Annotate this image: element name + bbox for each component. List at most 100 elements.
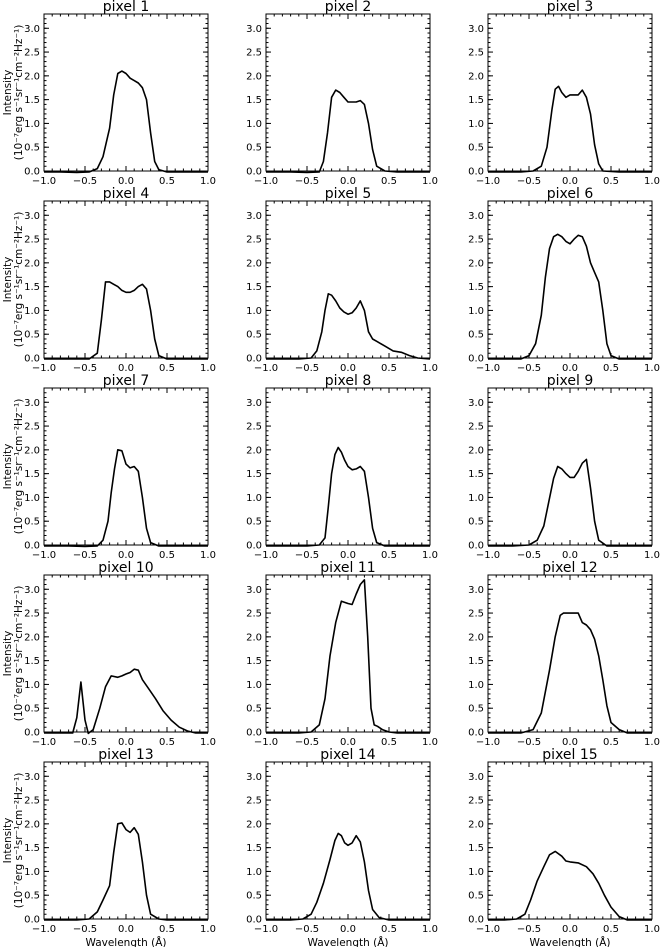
y-tick-label: 2.0 xyxy=(246,632,262,643)
x-tick-label: −1.0 xyxy=(254,363,278,374)
x-tick-label: −0.5 xyxy=(517,924,541,935)
y-tick-label: 3.0 xyxy=(468,24,484,35)
y-axis-label: Intensity xyxy=(2,70,14,116)
panel-6: pixel 6 −1.0 −0.5 0.0 0.5 1.0 0.0 0.5 1.0 1.5 2.0 2… xyxy=(468,186,660,374)
y-tick-label: 0.0 xyxy=(246,728,262,739)
panel-title: pixel 5 xyxy=(325,186,372,202)
x-tick-label: 0.5 xyxy=(603,737,619,748)
x-tick-label: 0.0 xyxy=(562,737,578,748)
y-tick-label: 1.0 xyxy=(246,493,262,504)
x-tick-label: 0.0 xyxy=(340,737,356,748)
x-tick-label: −1.0 xyxy=(476,363,500,374)
x-tick-label: 0.0 xyxy=(118,363,134,374)
y-tick-label: 3.0 xyxy=(24,772,40,783)
x-tick-label: −0.5 xyxy=(295,176,319,187)
y-tick-label: 1.0 xyxy=(246,306,262,317)
x-tick-label: 0.0 xyxy=(118,924,134,935)
y-tick-label: 2.5 xyxy=(468,609,484,620)
y-tick-label: 2.5 xyxy=(24,422,40,433)
y-tick-label: 1.0 xyxy=(468,680,484,691)
x-tick-label: −0.5 xyxy=(517,176,541,187)
y-tick-label: 0.0 xyxy=(24,728,40,739)
panel-1: pixel 1 −1.0 −0.5 0.0 0.5 1.0 0.0 0.5 1.0 1.5 2.0 2… xyxy=(2,0,216,187)
panel-title: pixel 2 xyxy=(325,0,372,15)
x-tick-label: 0.5 xyxy=(381,924,397,935)
y-tick-label: 3.0 xyxy=(468,772,484,783)
y-tick-label: 1.5 xyxy=(468,656,484,667)
panel-5: pixel 5 −1.0 −0.5 0.0 0.5 1.0 0.0 0.5 1.0 1.5 2.0 2… xyxy=(246,186,438,374)
x-tick-label: 0.5 xyxy=(381,176,397,187)
panel-title: pixel 11 xyxy=(320,560,375,576)
x-tick-label: −0.5 xyxy=(295,363,319,374)
y-tick-label: 1.5 xyxy=(24,282,40,293)
x-tick-label: 1.0 xyxy=(644,737,660,748)
x-tick-label: 1.0 xyxy=(644,176,660,187)
x-axis-label: Wavelength (Å) xyxy=(307,936,388,947)
y-tick-label: 2.0 xyxy=(246,71,262,82)
y-tick-label: 3.0 xyxy=(246,772,262,783)
panel-title: pixel 9 xyxy=(547,373,594,389)
y-tick-label: 2.5 xyxy=(468,48,484,59)
y-tick-label: 1.0 xyxy=(246,680,262,691)
plot-frame xyxy=(43,761,209,920)
panel-title: pixel 1 xyxy=(103,0,150,15)
x-tick-label: 0.5 xyxy=(603,176,619,187)
y-tick-label: 0.0 xyxy=(246,915,262,926)
x-tick-label: −0.5 xyxy=(295,550,319,561)
y-tick-label: 2.0 xyxy=(246,819,262,830)
panel-title: pixel 14 xyxy=(320,747,375,763)
y-tick-label: 1.5 xyxy=(24,843,40,854)
x-tick-label: 1.0 xyxy=(644,550,660,561)
x-tick-label: 0.0 xyxy=(562,176,578,187)
y-tick-label: 1.0 xyxy=(24,493,40,504)
plot-frame xyxy=(487,13,653,172)
plot-frame xyxy=(265,13,431,172)
y-tick-label: 3.0 xyxy=(468,585,484,596)
panel-12: pixel 12 −1.0 −0.5 0.0 0.5 1.0 0.0 0.5 1.0 1.5 2.0… xyxy=(468,560,660,748)
y-axis-units: (10⁻⁷erg s⁻¹sr⁻¹cm⁻²Hz⁻¹) xyxy=(13,773,25,909)
x-tick-label: −1.0 xyxy=(476,924,500,935)
y-tick-label: 2.0 xyxy=(246,258,262,269)
panel-8: pixel 8 −1.0 −0.5 0.0 0.5 1.0 0.0 0.5 1.0 1.5 2.0 2… xyxy=(246,373,438,561)
y-tick-label: 0.5 xyxy=(24,517,40,528)
y-tick-label: 2.0 xyxy=(246,445,262,456)
spectral-profile-line xyxy=(44,70,208,174)
x-tick-label: 0.0 xyxy=(340,176,356,187)
x-tick-label: 1.0 xyxy=(644,924,660,935)
y-tick-label: 2.5 xyxy=(24,235,40,246)
x-tick-label: 1.0 xyxy=(200,550,216,561)
panel-title: pixel 10 xyxy=(98,560,153,576)
spectral-profile-line xyxy=(266,446,430,547)
x-tick-label: 0.5 xyxy=(603,363,619,374)
x-tick-label: 1.0 xyxy=(200,176,216,187)
spectral-profile-line xyxy=(488,233,652,360)
y-tick-label: 0.5 xyxy=(246,704,262,715)
x-tick-label: −1.0 xyxy=(254,737,278,748)
y-tick-label: 1.0 xyxy=(246,119,262,130)
x-tick-label: 1.0 xyxy=(644,363,660,374)
x-tick-label: 1.0 xyxy=(422,363,438,374)
x-tick-label: −0.5 xyxy=(517,550,541,561)
panel-9: pixel 9 −1.0 −0.5 0.0 0.5 1.0 0.0 0.5 1.0 1.5 2.0 2… xyxy=(468,373,660,561)
y-tick-label: 2.0 xyxy=(24,71,40,82)
spectral-profile-line xyxy=(488,850,652,921)
y-tick-label: 2.5 xyxy=(24,609,40,620)
x-tick-label: 0.5 xyxy=(603,550,619,561)
x-tick-label: −1.0 xyxy=(32,176,56,187)
y-tick-label: 2.5 xyxy=(246,609,262,620)
x-tick-label: 0.5 xyxy=(159,550,175,561)
x-tick-label: −1.0 xyxy=(32,363,56,374)
y-axis-label: Intensity xyxy=(2,631,14,677)
y-tick-label: 3.0 xyxy=(246,585,262,596)
plot-frame xyxy=(487,574,653,733)
y-tick-label: 3.0 xyxy=(24,211,40,222)
spectral-profile-line xyxy=(488,612,652,734)
y-tick-label: 0.5 xyxy=(24,891,40,902)
x-tick-label: 0.5 xyxy=(381,550,397,561)
spectral-profile-line xyxy=(266,832,430,921)
plot-frame xyxy=(487,761,653,920)
y-tick-label: 2.0 xyxy=(24,632,40,643)
y-tick-label: 1.0 xyxy=(468,306,484,317)
x-tick-label: −1.0 xyxy=(476,550,500,561)
y-tick-label: 0.5 xyxy=(468,891,484,902)
